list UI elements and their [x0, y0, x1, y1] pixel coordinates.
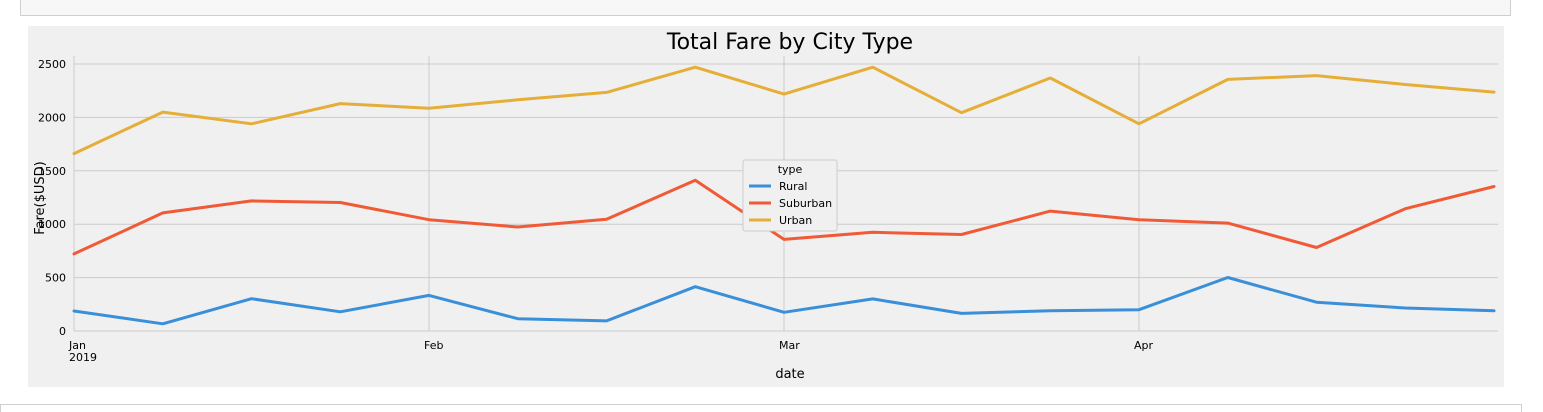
y-tick-label: 2000: [38, 111, 66, 124]
x-tick-label: Feb: [424, 339, 443, 352]
legend-label: Urban: [779, 214, 812, 227]
legend-frame: [742, 159, 838, 232]
legend-label: Rural: [779, 180, 807, 193]
x-tick-label: Apr: [1134, 339, 1154, 352]
y-tick-label: 1000: [38, 218, 66, 231]
legend: type Rural Suburban Urban: [742, 159, 838, 232]
next-input-cell: [0, 404, 1522, 412]
x-axis-title: date: [775, 367, 804, 382]
x-tick-label: Mar: [779, 339, 800, 352]
legend-entries: Rural Suburban Urban: [749, 180, 832, 227]
series-lines: [72, 65, 1496, 326]
x-tick-label: Jan: [68, 339, 86, 352]
x-tick-sublabel: 2019: [69, 351, 97, 364]
y-tick-label: 500: [45, 272, 66, 285]
y-tick-label: 0: [59, 325, 66, 338]
y-tick-label: 2500: [38, 58, 66, 71]
previous-output-cell: [20, 0, 1511, 16]
chart-title: Total Fare by City Type: [666, 30, 913, 55]
y-axis-ticks: 0 500 1000 1500 2000 2500: [38, 58, 66, 338]
legend-title: type: [778, 163, 803, 176]
series-line-suburban: [72, 178, 1496, 256]
y-axis-title: Fare($USD): [33, 161, 48, 235]
chart-figure: 0 500 1000 1500 2000 2500 Jan 2019 Feb Mar Apr To…: [28, 26, 1504, 387]
series-line-rural: [72, 276, 1496, 326]
series-line-urban: [72, 65, 1496, 156]
y-tick-label: 1500: [38, 165, 66, 178]
legend-label: Suburban: [779, 197, 832, 210]
